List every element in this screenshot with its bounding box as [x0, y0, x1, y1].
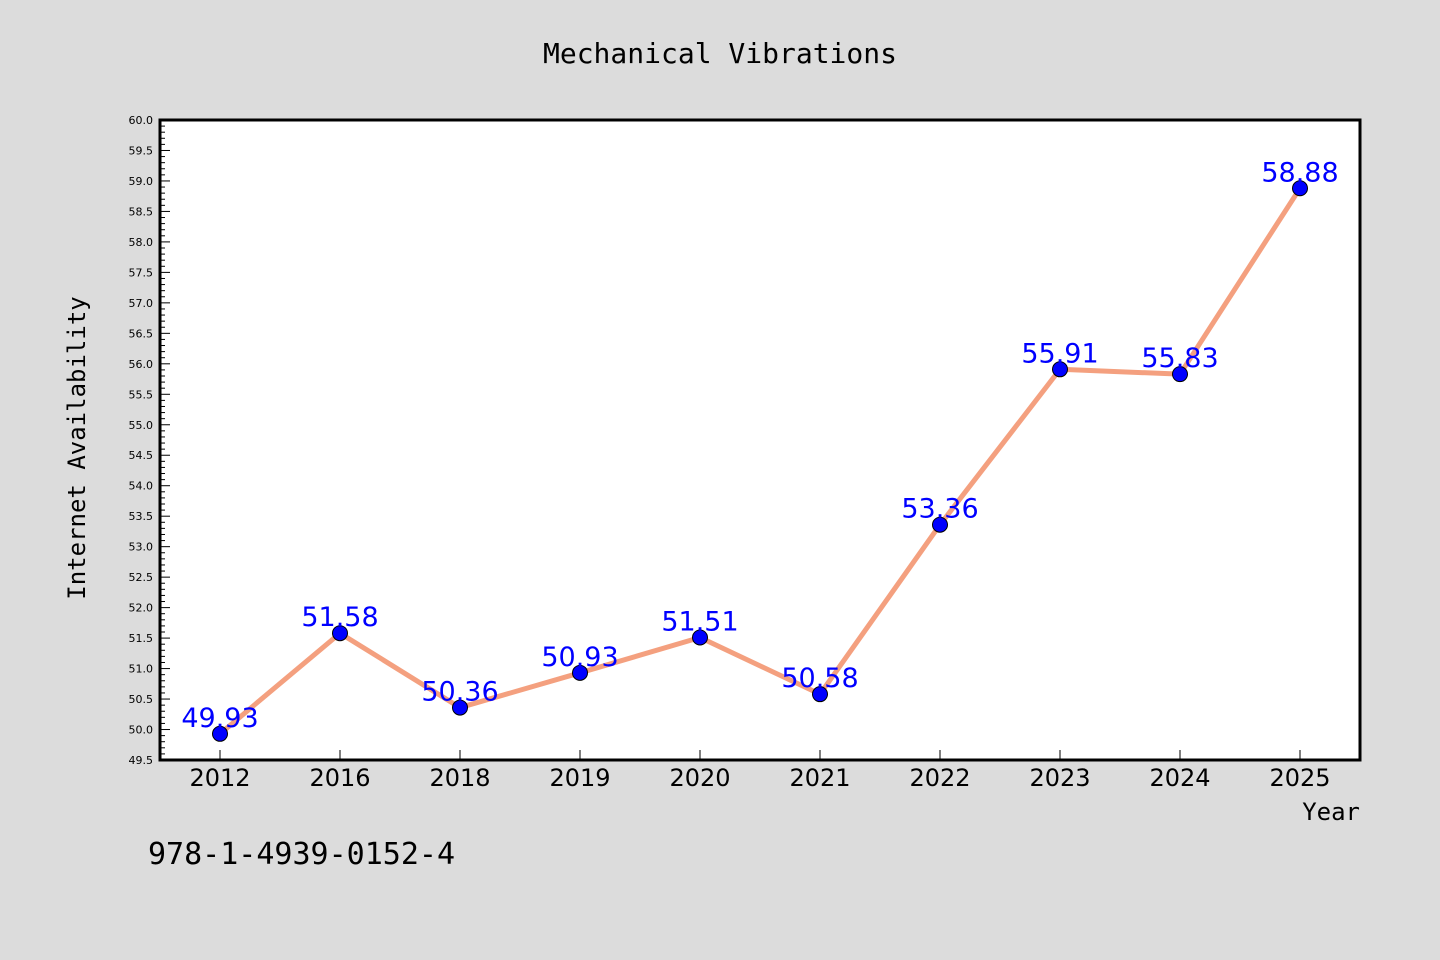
plot-frame	[158, 118, 1362, 762]
data-labels: 49.93 51.58 50.36 50.93 51.51 50.58 53.36 55.91…	[181, 157, 1338, 734]
y-tick-label: 53.5	[129, 510, 154, 523]
y-tick-label: 58.0	[129, 236, 154, 249]
isbn-annotation: 978-1-4939-0152-4	[148, 837, 455, 872]
y-tick-label: 52.0	[129, 602, 154, 615]
x-tick-label: 2018	[429, 764, 490, 792]
x-axis-label: Year	[1302, 798, 1360, 826]
y-axis-label: Internet Availability	[63, 296, 91, 599]
data-point	[1052, 361, 1068, 378]
x-tick-label: 2022	[909, 764, 970, 792]
data-label: 50.36	[421, 677, 498, 708]
y-tick-label: 59.0	[129, 175, 154, 188]
y-tick-label: 51.0	[129, 663, 154, 676]
x-tick-label: 2024	[1149, 764, 1210, 792]
y-tick-label: 54.0	[129, 480, 154, 493]
data-label: 55.91	[1021, 338, 1098, 369]
x-axis-ticks: 2012 2016 2018 2019 2020 2021 2022 2023 2024 2025	[189, 750, 1331, 792]
data-label: 50.93	[541, 642, 618, 673]
series-line	[217, 185, 1303, 737]
y-tick-label: 55.5	[129, 388, 154, 401]
data-label: 58.88	[1261, 157, 1338, 188]
y-tick-label: 52.5	[129, 571, 154, 584]
x-tick-label: 2025	[1269, 764, 1330, 792]
plot-area	[160, 120, 1360, 760]
data-label: 51.51	[661, 606, 738, 637]
y-tick-label: 54.5	[129, 449, 154, 462]
x-tick-label: 2020	[669, 764, 730, 792]
y-tick-label: 58.5	[129, 205, 154, 218]
series-line-group	[217, 185, 1303, 737]
y-tick-label: 50.0	[129, 724, 154, 737]
data-point	[932, 516, 948, 533]
y-tick-label: 59.5	[129, 144, 154, 157]
data-label: 53.36	[901, 494, 978, 525]
data-markers	[212, 180, 1308, 742]
data-point	[212, 725, 228, 742]
y-tick-label: 56.0	[129, 358, 154, 371]
data-point	[332, 625, 348, 642]
x-tick-label: 2016	[309, 764, 370, 792]
data-label: 49.93	[181, 703, 258, 734]
y-tick-label: 57.0	[129, 297, 154, 310]
data-point	[572, 664, 588, 681]
data-point	[1292, 180, 1308, 197]
x-tick-label: 2019	[549, 764, 610, 792]
x-tick-label: 2023	[1029, 764, 1090, 792]
y-tick-label: 51.5	[129, 632, 154, 645]
y-tick-label: 57.5	[129, 266, 154, 279]
data-label: 50.58	[781, 663, 858, 694]
y-tick-label: 49.5	[129, 754, 154, 767]
y-tick-label: 50.5	[129, 693, 154, 706]
data-point	[452, 699, 468, 716]
chart-title: Mechanical Vibrations	[543, 37, 897, 70]
y-axis-ticks: 49.5 50.0 50.5 51.0 51.5 52.0 52.5 53.0 53.5 54.0…	[129, 114, 170, 767]
y-tick-label: 56.5	[129, 327, 154, 340]
y-tick-label: 53.0	[129, 541, 154, 554]
data-label: 51.58	[301, 602, 378, 633]
data-label: 55.83	[1141, 343, 1218, 374]
data-point	[692, 629, 708, 646]
y-tick-label: 60.0	[129, 114, 154, 127]
data-point	[1172, 366, 1188, 383]
x-tick-label: 2012	[189, 764, 250, 792]
y-tick-label: 55.0	[129, 419, 154, 432]
data-point	[812, 686, 828, 703]
x-tick-label: 2021	[789, 764, 850, 792]
